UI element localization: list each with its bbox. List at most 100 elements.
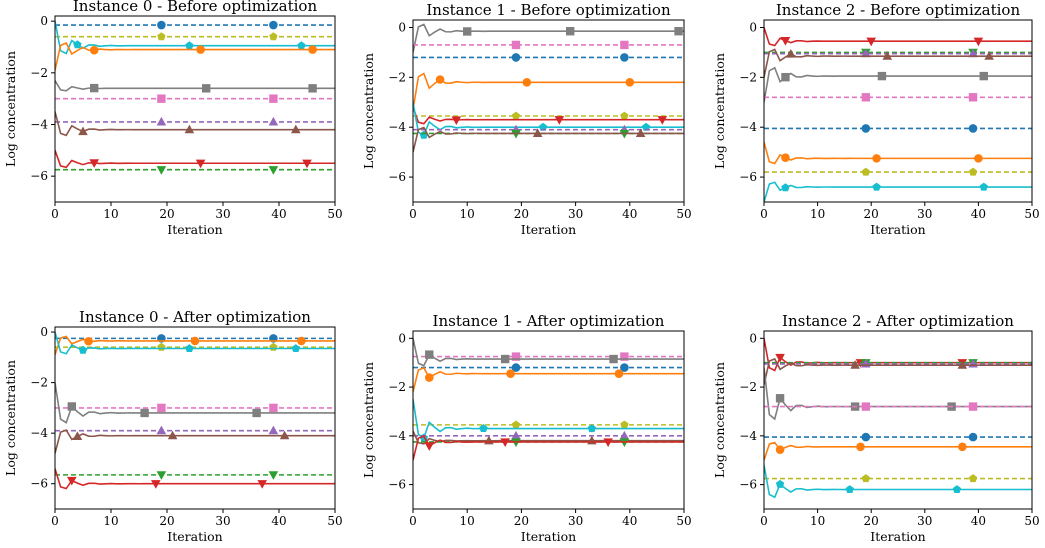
series-line-cyan bbox=[55, 331, 335, 355]
series-line-gray bbox=[413, 338, 684, 367]
plot-area bbox=[413, 338, 684, 461]
data-point-olive bbox=[968, 167, 978, 176]
data-point-cyan bbox=[538, 122, 548, 131]
data-point-pink bbox=[861, 93, 871, 102]
data-point-red bbox=[780, 37, 791, 46]
x-tick-label: 30 bbox=[917, 207, 932, 221]
data-point-orange bbox=[506, 369, 515, 378]
data-point-pink bbox=[968, 93, 978, 102]
series-line-cyan bbox=[413, 399, 684, 440]
plot-area bbox=[55, 331, 335, 490]
data-point-red bbox=[89, 159, 99, 168]
axes-frame bbox=[412, 19, 685, 203]
data-point-blue bbox=[620, 363, 629, 372]
y-tick-label: −2 bbox=[388, 70, 406, 84]
data-point-olive bbox=[157, 32, 166, 41]
data-point-red bbox=[973, 37, 984, 47]
data-point-orange bbox=[974, 154, 983, 163]
data-point-purple bbox=[619, 430, 630, 440]
chart-title: Instance 2 - Before optimization bbox=[776, 1, 1021, 19]
x-tick-label: 40 bbox=[271, 207, 286, 221]
data-point-orange bbox=[872, 154, 881, 163]
data-point-red bbox=[500, 438, 510, 447]
data-point-gray bbox=[252, 408, 261, 418]
y-tick-label: −2 bbox=[388, 380, 406, 394]
y-tick-label: −6 bbox=[739, 170, 757, 184]
y-axis-label: Log concentration bbox=[712, 53, 727, 169]
chart-panel-0: Instance 0 - Before optimization 0 10 20 30 4… bbox=[3, 0, 343, 237]
data-point-gray bbox=[202, 84, 211, 93]
y-tick-label: −2 bbox=[30, 66, 48, 80]
y-tick-label: −4 bbox=[388, 120, 406, 134]
plot-area bbox=[764, 27, 1032, 202]
y-tick-label: 0 bbox=[40, 14, 48, 28]
data-point-red bbox=[554, 116, 565, 125]
data-point-purple bbox=[511, 430, 521, 440]
data-point-red bbox=[603, 438, 613, 447]
axes-frame bbox=[412, 330, 685, 510]
series-line-orange bbox=[413, 366, 684, 393]
data-point-gray bbox=[877, 71, 887, 81]
x-tick-label: 10 bbox=[103, 514, 118, 528]
data-point-cyan bbox=[781, 183, 790, 192]
data-point-brown bbox=[957, 360, 968, 369]
data-point-olive bbox=[511, 111, 521, 120]
axes-frame bbox=[54, 15, 336, 203]
data-point-red bbox=[866, 37, 876, 47]
data-point-brown bbox=[291, 124, 301, 134]
data-point-brown bbox=[635, 128, 646, 138]
series-line-gray bbox=[55, 382, 335, 424]
x-tick-label: 40 bbox=[271, 514, 286, 528]
data-point-cyan bbox=[952, 485, 962, 494]
plot-area bbox=[413, 23, 684, 153]
x-tick-label: 0 bbox=[760, 207, 768, 221]
data-point-green bbox=[156, 471, 167, 480]
axes-frame bbox=[763, 19, 1033, 203]
data-point-blue bbox=[861, 124, 871, 133]
x-tick-label: 50 bbox=[1024, 207, 1039, 221]
series-line-orange bbox=[55, 41, 335, 71]
x-tick-label: 20 bbox=[864, 514, 879, 528]
x-axis-label: Iteration bbox=[521, 222, 576, 237]
data-point-olive bbox=[620, 420, 629, 429]
x-tick-label: 0 bbox=[409, 207, 417, 221]
chart-panel-3: Instance 0 - After optimization 0 10 20 30 40… bbox=[3, 308, 343, 544]
data-point-purple bbox=[268, 116, 279, 126]
data-point-cyan bbox=[78, 345, 88, 354]
x-tick-label: 20 bbox=[864, 207, 879, 221]
y-tick-label: −2 bbox=[739, 70, 757, 84]
data-point-gray bbox=[609, 354, 618, 364]
data-point-orange bbox=[856, 442, 865, 452]
data-point-brown bbox=[78, 126, 88, 136]
data-point-red bbox=[302, 159, 312, 169]
x-tick-label: 30 bbox=[215, 207, 230, 221]
data-point-blue bbox=[968, 432, 978, 442]
data-point-cyan bbox=[297, 41, 306, 50]
series-line-red bbox=[764, 27, 1032, 47]
x-tick-label: 50 bbox=[676, 207, 691, 221]
data-point-blue bbox=[269, 20, 278, 30]
data-point-olive bbox=[157, 342, 166, 351]
data-point-brown bbox=[984, 51, 994, 60]
x-tick-label: 40 bbox=[971, 514, 986, 528]
x-axis-label: Iteration bbox=[167, 222, 222, 237]
x-tick-label: 20 bbox=[159, 207, 174, 221]
data-point-orange bbox=[958, 442, 967, 452]
series-line-cyan bbox=[413, 102, 684, 137]
x-tick-label: 40 bbox=[622, 514, 637, 528]
data-point-cyan bbox=[185, 41, 194, 50]
data-point-blue bbox=[620, 53, 629, 62]
data-point-pink bbox=[968, 402, 978, 411]
data-point-cyan bbox=[979, 182, 988, 191]
data-point-red bbox=[657, 116, 668, 125]
series-line-cyan bbox=[764, 181, 1032, 202]
series-line-orange bbox=[764, 141, 1032, 165]
data-point-blue bbox=[157, 20, 166, 30]
x-tick-label: 20 bbox=[514, 207, 529, 221]
x-tick-label: 10 bbox=[810, 514, 825, 528]
y-tick-label: −6 bbox=[30, 477, 48, 491]
data-point-pink bbox=[269, 403, 278, 413]
x-tick-label: 0 bbox=[760, 514, 768, 528]
axes-frame bbox=[763, 330, 1033, 510]
data-point-pink bbox=[269, 94, 278, 103]
